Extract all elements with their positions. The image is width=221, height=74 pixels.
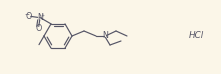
Text: −: −: [24, 11, 29, 16]
Text: O: O: [36, 24, 42, 33]
Text: N: N: [102, 32, 108, 40]
Text: HCl: HCl: [189, 32, 204, 40]
Text: +: +: [40, 13, 44, 18]
Text: O: O: [26, 12, 32, 21]
Text: N: N: [37, 13, 43, 22]
